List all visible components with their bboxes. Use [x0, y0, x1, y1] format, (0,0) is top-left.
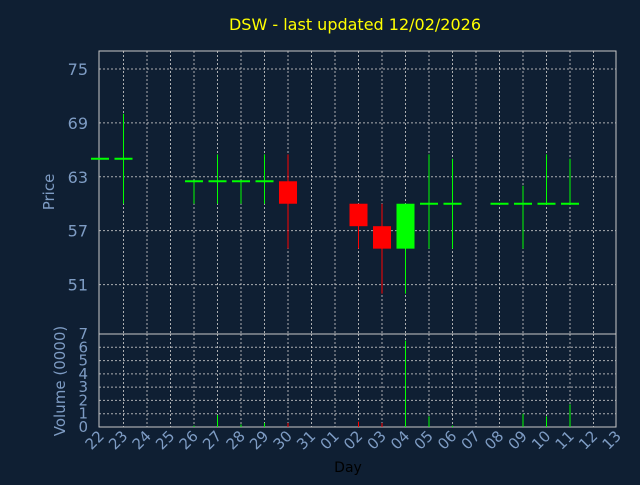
volume-tick-label: 6: [78, 338, 88, 356]
price-tick-label: 75: [68, 60, 88, 79]
candle-body: [279, 181, 297, 204]
price-panel: 51 57 63 69 75: [68, 50, 617, 335]
volume-frame: [98, 333, 617, 428]
price-tick-label: 57: [68, 222, 88, 241]
volume-tick-label: 2: [78, 391, 88, 409]
volume-tick-label: 4: [78, 365, 88, 383]
price-tick-label: 69: [68, 114, 88, 133]
volume-tick-label: 1: [78, 405, 88, 423]
candle-body: [396, 203, 415, 249]
price-tick-label: 51: [68, 276, 88, 295]
volume-tick-label: 5: [78, 352, 88, 370]
chart-title: DSW - last updated 12/02/2026: [229, 15, 481, 34]
volume-panel: 0123456722232425262728293031010203040506…: [78, 325, 624, 453]
volume-tick-label: 7: [78, 325, 88, 343]
x-axis-label: Day: [334, 460, 362, 476]
volume-tick-label: 0: [78, 418, 88, 436]
candle-body: [373, 226, 391, 249]
volume-plot-area: [99, 334, 616, 427]
candle-body: [349, 203, 368, 227]
price-plot-area: [99, 51, 616, 334]
volume-tick-label: 3: [78, 378, 88, 396]
volume-axis-label: Volume (0000): [51, 326, 69, 436]
price-tick-label: 63: [68, 168, 88, 187]
price-axis-label: Price: [40, 174, 58, 211]
